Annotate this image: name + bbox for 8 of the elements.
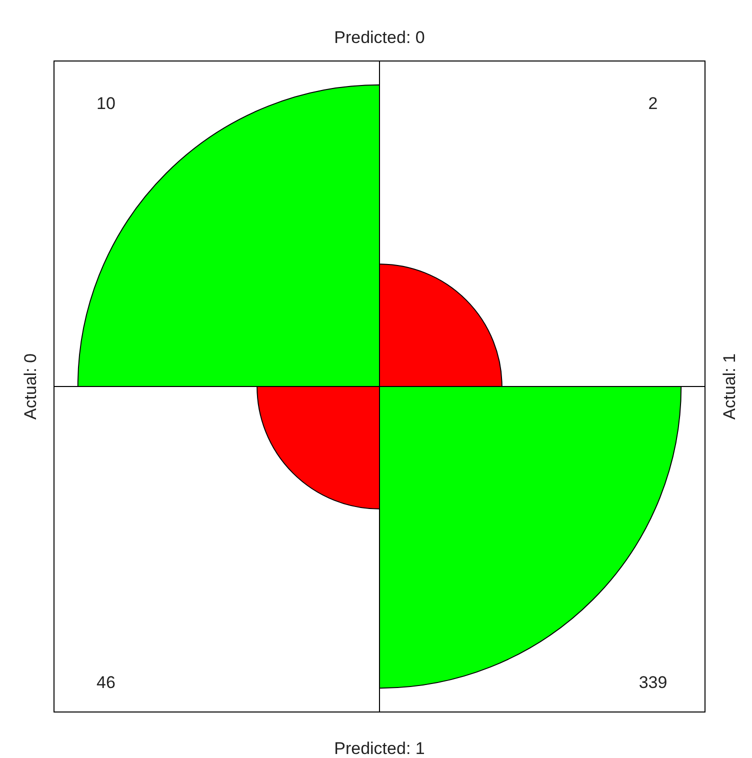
data-label: 46 [96, 673, 116, 692]
category-label: Actual: 0 [21, 353, 40, 420]
text: Predicted: 1 [334, 739, 425, 758]
data-label: 339 [638, 673, 668, 692]
text: Predicted: 0 [334, 28, 425, 47]
data-label: 10 [96, 94, 116, 113]
data-label: 2 [648, 94, 658, 113]
category-label: Actual: 1 [720, 353, 739, 420]
